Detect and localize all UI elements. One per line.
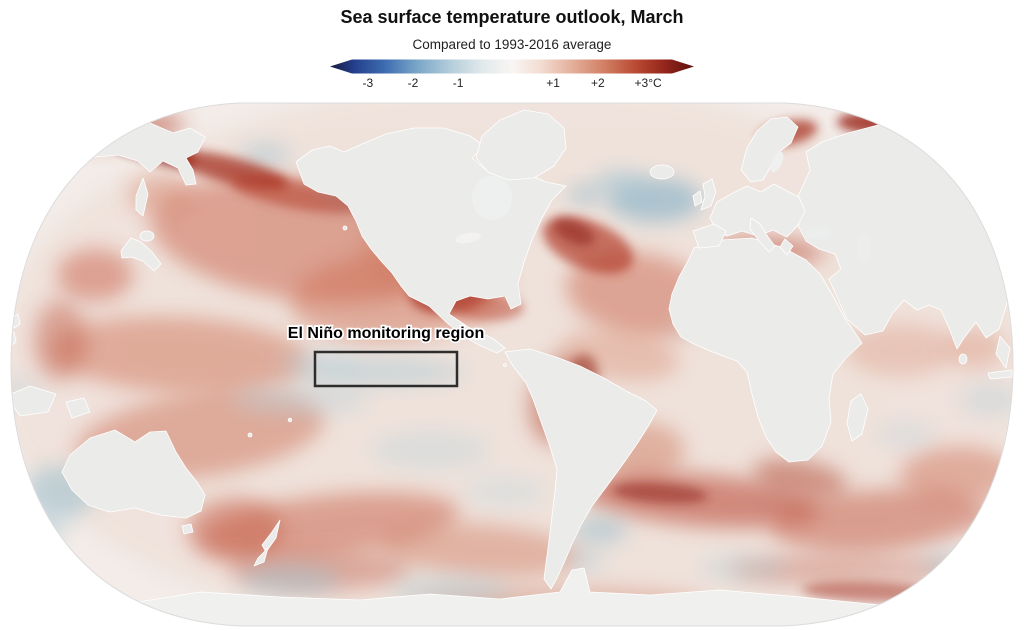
world-map-area: El Niño monitoring region: [0, 100, 1024, 631]
anomaly-blob: [592, 170, 644, 194]
colorbar-tick: +3°C: [634, 76, 662, 90]
colorbar-gradient-bar: [330, 59, 694, 74]
land-japan: [120, 237, 162, 272]
anomaly-blob: [730, 554, 970, 586]
anomaly-blob: [553, 218, 595, 246]
chart-title: Sea surface temperature outlook, March: [340, 7, 684, 27]
colorbar-tick: -3: [362, 76, 374, 90]
land-java-edge: [987, 369, 1013, 380]
land-new-zealand-south: [253, 547, 269, 567]
anomaly-blob: [770, 489, 990, 551]
colorbar-tick: +2: [591, 76, 605, 90]
inland-seas: [455, 151, 871, 262]
land-hokkaido: [139, 230, 155, 242]
land-ireland: [692, 190, 703, 207]
land-maritime-islands-west: [11, 385, 57, 417]
anomaly-blob: [239, 143, 291, 167]
anomaly-blob: [231, 176, 369, 214]
land-south-america: [504, 348, 658, 590]
anomaly-blob: [752, 458, 848, 498]
anomaly-blob: [370, 430, 490, 470]
el-nino-region-box: [313, 350, 459, 388]
anomaly-blob: [187, 498, 283, 562]
land-iceland: [649, 164, 675, 180]
anomaly-blob: [700, 556, 790, 580]
colorbar-tick: -2: [407, 76, 419, 90]
land-britain: [700, 178, 717, 211]
chart-subtitle: Compared to 1993-2016 average: [412, 37, 612, 52]
anomaly-blob: [567, 185, 603, 205]
anomaly-blob: [276, 352, 360, 372]
anomaly-blob: [960, 384, 1013, 416]
land-sri-lanka: [958, 353, 968, 365]
anomaly-blob: [900, 447, 1013, 503]
land-africa: [668, 237, 863, 463]
colorbar-arrow-shape: [330, 59, 694, 74]
anomaly-blob: [845, 324, 955, 376]
land-maritime-islands-west2: [65, 397, 91, 419]
anomaly-blob: [875, 423, 935, 447]
globe-outline: [10, 102, 1014, 627]
colorbar-tick: -1: [452, 76, 464, 90]
anomaly-blob: [456, 295, 524, 321]
anomaly-blob: [465, 477, 545, 507]
land-greece: [779, 238, 794, 256]
land-sakhalin: [135, 177, 149, 217]
land-iberia: [692, 223, 727, 249]
land-sumatra-edge: [995, 335, 1011, 369]
anomaly-blob: [230, 385, 370, 415]
anomaly-blob: [917, 121, 973, 139]
anomaly-blob: [240, 564, 340, 596]
anomaly-blob: [57, 249, 133, 301]
anomaly-blob: [565, 550, 605, 570]
land-scandinavia: [740, 116, 799, 183]
colorbar-tick: +1: [546, 76, 560, 90]
anomaly-blob: [920, 553, 1000, 577]
colorbar-legend: -3 -2 -1 +1 +2 +3°C: [330, 59, 694, 95]
anomaly-blob: [50, 316, 310, 394]
anomaly-blob: [612, 482, 708, 504]
land-greenland: [475, 109, 567, 181]
land-madagascar: [846, 393, 869, 442]
pacific-islands: [247, 225, 507, 438]
land-italy: [749, 217, 776, 253]
land-europe: [709, 183, 806, 238]
el-nino-region-label: El Niño monitoring region: [288, 325, 484, 342]
anomaly-blob: [572, 517, 628, 543]
anomaly-blob: [34, 300, 86, 380]
anomaly-blob: [11, 513, 66, 543]
land-australia: [61, 429, 206, 519]
anomaly-blob: [380, 523, 580, 577]
land-tasmania: [181, 523, 194, 535]
world-map-svg: El Niño monitoring region: [10, 102, 1014, 627]
chart-header: Sea surface temperature outlook, March C…: [0, 0, 1024, 95]
